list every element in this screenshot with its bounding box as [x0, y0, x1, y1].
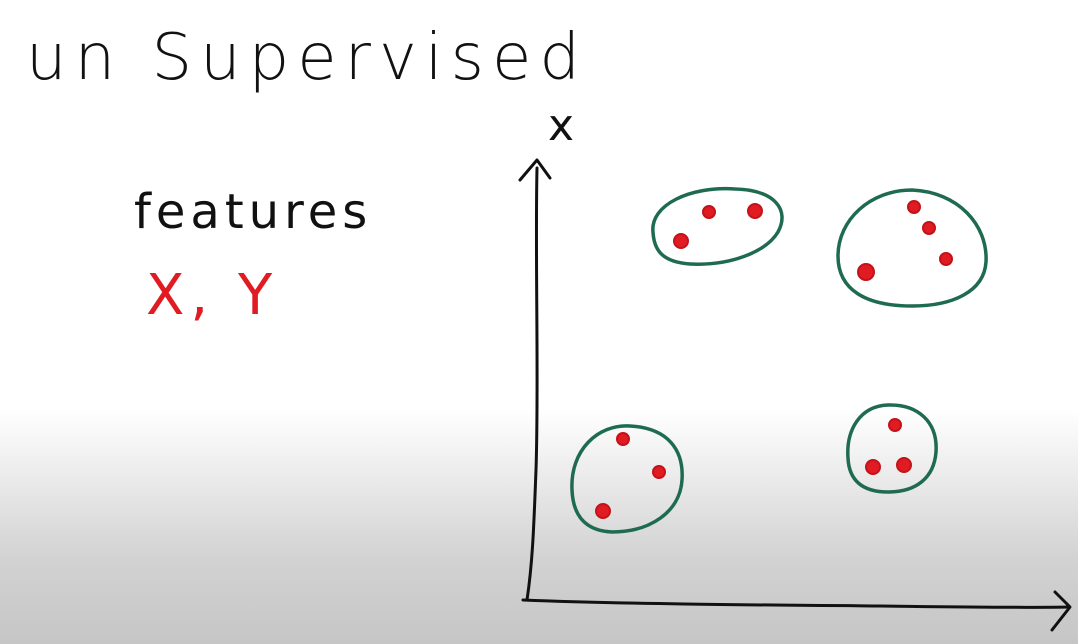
y-axis-label: x [548, 100, 574, 151]
data-point [922, 221, 936, 235]
title: un Supervised [26, 21, 588, 95]
cluster-outlines [570, 186, 988, 534]
data-points [595, 200, 953, 519]
axes [518, 158, 1072, 632]
data-point [673, 233, 689, 249]
bottom-right-cluster-outline [846, 403, 938, 494]
data-point [857, 263, 875, 281]
x-axis-arrow [1050, 590, 1072, 632]
y-axis [525, 166, 539, 602]
data-point [888, 418, 902, 432]
data-point [747, 203, 763, 219]
data-point [865, 459, 881, 475]
data-point [907, 200, 921, 214]
features-heading: features [134, 184, 373, 240]
top-left-cluster-outline [651, 186, 784, 266]
x-axis [521, 598, 1070, 609]
data-point [616, 432, 630, 446]
data-point [939, 252, 953, 266]
y-axis-arrow [518, 158, 552, 182]
data-point [652, 465, 666, 479]
top-right-cluster-outline [836, 188, 988, 308]
variables-label: X, Y [146, 263, 279, 328]
bottom-left-cluster-outline [570, 424, 684, 534]
data-point [702, 205, 716, 219]
data-point [595, 503, 611, 519]
data-point [896, 457, 912, 473]
